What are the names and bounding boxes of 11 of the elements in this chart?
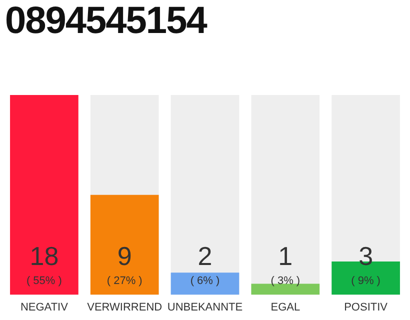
x-tick-label: POSITIV xyxy=(344,301,388,314)
data-label: 18 ( 55% ) xyxy=(26,240,62,287)
x-tick-label: EGAL xyxy=(270,301,300,314)
data-label: 9 ( 27% ) xyxy=(106,240,142,287)
bar xyxy=(170,272,240,295)
x-tick-label: NEGATIV xyxy=(20,301,69,314)
chart-title: 0894545154 xyxy=(5,0,206,43)
x-tick-label: VERWIRREND xyxy=(87,301,162,314)
data-label: 2 ( 6% ) xyxy=(190,240,220,287)
data-label: 1 ( 3% ) xyxy=(270,240,300,287)
x-tick-label: UNBEKANNTE xyxy=(167,301,243,314)
